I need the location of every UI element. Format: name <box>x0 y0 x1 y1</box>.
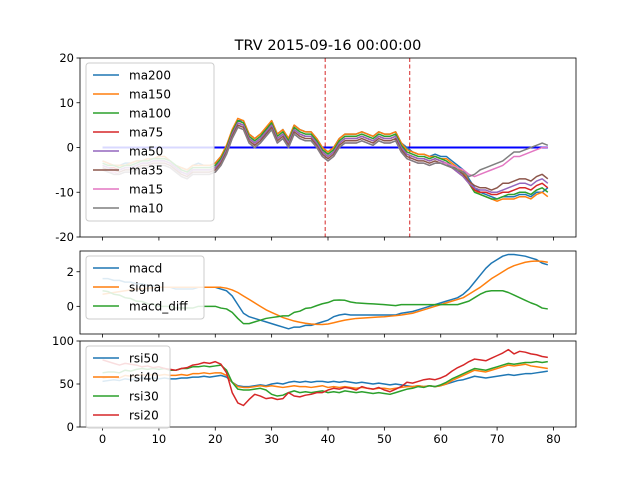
ma-y-tick-label-2: 0 <box>67 141 74 155</box>
rsi-x-tick-label-8: 80 <box>546 432 561 446</box>
rsi-x-tick-label-7: 70 <box>490 432 505 446</box>
ma-legend-box <box>85 62 215 222</box>
rsi-x-tick-label-2: 20 <box>208 432 223 446</box>
chart-title: TRV 2015-09-16 00:00:00 <box>234 38 422 54</box>
rsi-y-tick-label-0: 0 <box>67 420 74 434</box>
ma-legend-label-ma10: ma10 <box>129 202 163 216</box>
macd-y-tick-label-0: 0 <box>67 299 74 313</box>
ma-legend-label-ma15: ma15 <box>129 183 163 197</box>
macd-panel: 0 2 macd signal macd_diff <box>67 250 577 338</box>
rsi-x-tick-label-3: 30 <box>264 432 279 446</box>
macd-legend-label-macd: macd <box>129 262 162 276</box>
rsi-y-tick-label-2: 100 <box>52 334 74 348</box>
rsi-x-tick-label-6: 60 <box>433 432 448 446</box>
rsi-series-rsi40 <box>102 363 548 390</box>
moving-averages-panel: -20 -10 0 10 20 ma200 ma150 ma100 ma75 ma50 ma35 ma… <box>55 51 577 244</box>
rsi-x-tick-label-5: 50 <box>377 432 392 446</box>
ma-legend-label-ma50: ma50 <box>129 145 163 159</box>
macd-legend-label-macd_diff: macd_diff <box>129 300 188 314</box>
rsi-legend-label-rsi20: rsi20 <box>129 409 159 423</box>
ma-y-tick-label-3: 10 <box>59 96 74 110</box>
rsi-x-tick-label-4: 40 <box>321 432 336 446</box>
rsi-panel: 0 10 20 30 40 50 60 70 80 0 50 100 rsi50 rsi40 rsi30 rs… <box>52 334 577 446</box>
rsi-series-rsi50 <box>102 370 548 388</box>
rsi-plot-area <box>102 348 548 407</box>
rsi-legend-label-rsi30: rsi30 <box>129 390 159 404</box>
ma-y-tick-label-4: 20 <box>59 51 74 65</box>
macd-legend-box <box>85 255 205 320</box>
macd-legend-label-signal: signal <box>129 281 165 295</box>
ma-y-tick-label-0: -20 <box>55 230 74 244</box>
rsi-x-tick-label-1: 10 <box>152 432 167 446</box>
rsi-x-tick-label-0: 0 <box>99 432 106 446</box>
rsi-series-rsi20 <box>102 348 548 407</box>
ma-legend-label-ma200: ma200 <box>129 69 171 83</box>
rsi-y-tick-label-1: 50 <box>59 377 74 391</box>
rsi-legend-box <box>85 345 171 429</box>
rsi-legend-label-rsi50: rsi50 <box>129 352 159 366</box>
ma-legend-label-ma35: ma35 <box>129 164 163 178</box>
rsi-legend-label-rsi40: rsi40 <box>129 371 159 385</box>
ma-legend-label-ma100: ma100 <box>129 107 171 121</box>
ma-legend-label-ma75: ma75 <box>129 126 163 140</box>
macd-y-tick-label-1: 2 <box>67 265 74 279</box>
ma-legend-label-ma150: ma150 <box>129 88 171 102</box>
ma-y-tick-label-1: -10 <box>55 185 74 199</box>
